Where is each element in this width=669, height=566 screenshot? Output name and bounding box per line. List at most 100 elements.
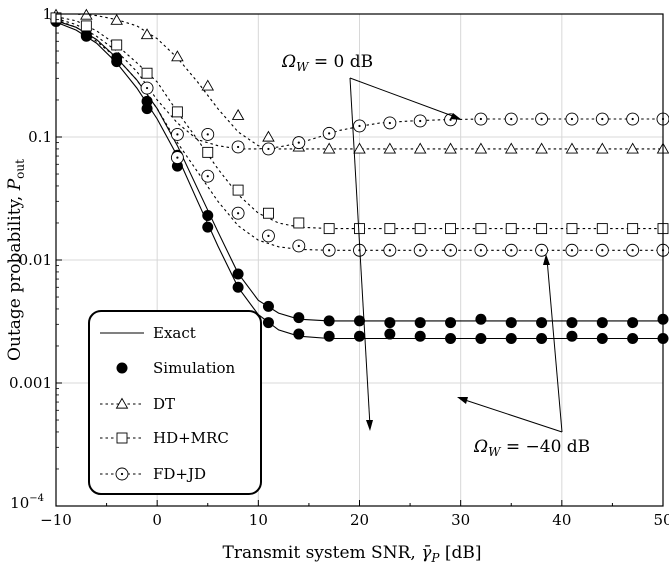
fd-jd-0db-marker-dot [237, 145, 240, 149]
y-axis-ticks: 10−4 0.001 0.01 0.1 1 [9, 5, 62, 512]
legend: Exact Simulation DT HD+MRC FD+JD [88, 310, 262, 495]
legend-swatch-marker [115, 467, 129, 481]
dt-0db-marker [504, 142, 518, 154]
fd-jd-40db-marker [262, 229, 275, 243]
fd-jd-40db-marker-dot [601, 249, 604, 252]
simulation-point--40dB [202, 221, 214, 233]
simulation-point--40dB [414, 330, 426, 342]
fd-jd-0db-marker [201, 127, 215, 141]
simulation-point--40dB [323, 330, 335, 342]
fd-jd-40db-marker [444, 243, 457, 257]
fd-jd-40db-marker-dot [237, 212, 240, 215]
dt-0db-marker [626, 142, 639, 154]
dt-0db-marker [353, 142, 366, 154]
hd-mrc-40db-marker [141, 67, 153, 79]
fd-jd-40db-marker-dot [419, 249, 422, 252]
fd-jd-40db-marker-dot [479, 249, 482, 252]
hd-mrc-40db-marker [627, 223, 639, 235]
hd-mrc-40db-marker [536, 223, 548, 235]
dt-0db-marker [110, 13, 123, 25]
legend-swatch-marker [115, 397, 129, 409]
simulation-point--40dB [232, 281, 244, 293]
simulation-point--40dB [596, 333, 608, 345]
legend-label: Simulation [153, 359, 236, 377]
simulation-point-0dB [505, 317, 517, 329]
simulation-point--40dB [627, 333, 639, 345]
annotation-0db-arrowhead-fdjd [450, 113, 462, 120]
simulation-point-0dB [445, 317, 457, 329]
dt-0db-marker [596, 142, 609, 154]
legend-swatch-marker-dot [120, 472, 124, 476]
simulation-point--40dB [262, 317, 274, 329]
hd-mrc-40db-marker [80, 20, 92, 32]
x-tick-label: 50 [653, 511, 669, 529]
legend-label: HD+MRC [153, 429, 229, 447]
simulation-point--40dB [505, 333, 517, 345]
fd-jd-0db-line [55, 17, 663, 150]
fd-jd-40db-marker-dot [297, 244, 300, 248]
hd-mrc-40db-marker [566, 223, 578, 235]
fd-jd-0db-marker [474, 112, 488, 126]
simulation-point-0dB [354, 315, 365, 327]
simulation-point-0dB [566, 317, 578, 329]
simulation-point--40dB [445, 333, 457, 345]
simulation-point--40dB [80, 30, 92, 42]
simulation-point--40dB [475, 333, 487, 345]
y-axis-label: Outage probability, Pout [5, 159, 27, 361]
simulation-point-0dB [414, 317, 426, 329]
hd-mrc-40db-marker [354, 223, 365, 235]
dt-0db-marker [535, 142, 548, 154]
fd-jd-0db-marker [262, 142, 275, 156]
fd-jd-0db-marker-dot [145, 86, 149, 90]
simulation-point-0dB [202, 210, 214, 222]
fd-jd-0db-marker-dot [358, 124, 361, 128]
fd-jd-40db-marker-dot [449, 249, 452, 252]
hd-mrc-40db-marker [232, 184, 244, 196]
annotation-minus40db-arrow-to-fdjd [546, 258, 563, 433]
fd-jd-0db-marker [170, 127, 184, 141]
fd-jd-0db-marker [383, 116, 397, 130]
legend-item-fd-jd: FD+JD [100, 465, 206, 483]
legend-item-dt: DT [100, 395, 175, 413]
dt-0db-marker [565, 142, 579, 154]
fd-jd-0db-marker-dot [570, 117, 574, 121]
legend-box [88, 310, 262, 495]
legend-label: DT [153, 395, 175, 413]
simulation-point--40dB [566, 330, 578, 342]
x-tick-label: 10 [249, 511, 268, 529]
dt-0db-marker [383, 142, 397, 154]
simulation-point--40dB [354, 330, 365, 342]
annotation-0db-arrow-to-sim [349, 77, 371, 427]
simulation-point--40dB [111, 56, 123, 68]
x-tick-label: −10 [40, 511, 72, 529]
simulation-point--40dB [536, 333, 548, 345]
fd-jd-0db-marker-dot [328, 132, 331, 135]
fd-jd-40db-marker [474, 243, 488, 257]
legend-item-hd-mrc: HD+MRC [100, 429, 229, 447]
hd-mrc-40db-marker [263, 207, 274, 219]
legend-label: FD+JD [153, 465, 206, 483]
annotation-0db-arrow-to-fdjd [349, 77, 459, 119]
simulation-point-0dB [384, 317, 396, 329]
hd-mrc-40db-marker [171, 106, 183, 118]
legend-label: Exact [153, 324, 196, 342]
fd-jd-40db-marker [292, 239, 306, 253]
y-tick-label: 1 [42, 5, 52, 23]
legend-item-exact: Exact [100, 324, 196, 342]
dt-0db-marker [231, 108, 245, 120]
fd-jd-0db-marker [353, 119, 366, 133]
fd-jd-0db-marker-dot [267, 147, 270, 151]
fd-jd-0db-marker [535, 112, 549, 126]
hd-mrc-40db-marker [445, 223, 456, 235]
hd-mrc-40db-marker [505, 223, 517, 235]
simulation-point-0dB [596, 317, 608, 329]
fd-jd-0db-marker [565, 112, 579, 126]
y-tick-label: 0.001 [9, 374, 52, 392]
fd-jd-40db-marker [231, 206, 245, 220]
fd-jd-0db-marker [595, 112, 609, 126]
annotation-minus40db-arrow-to-sim [461, 398, 563, 433]
dt-0db-marker [444, 142, 457, 154]
fd-jd-0db-marker-dot [510, 117, 513, 121]
fd-jd-0db-marker-dot [176, 133, 179, 136]
